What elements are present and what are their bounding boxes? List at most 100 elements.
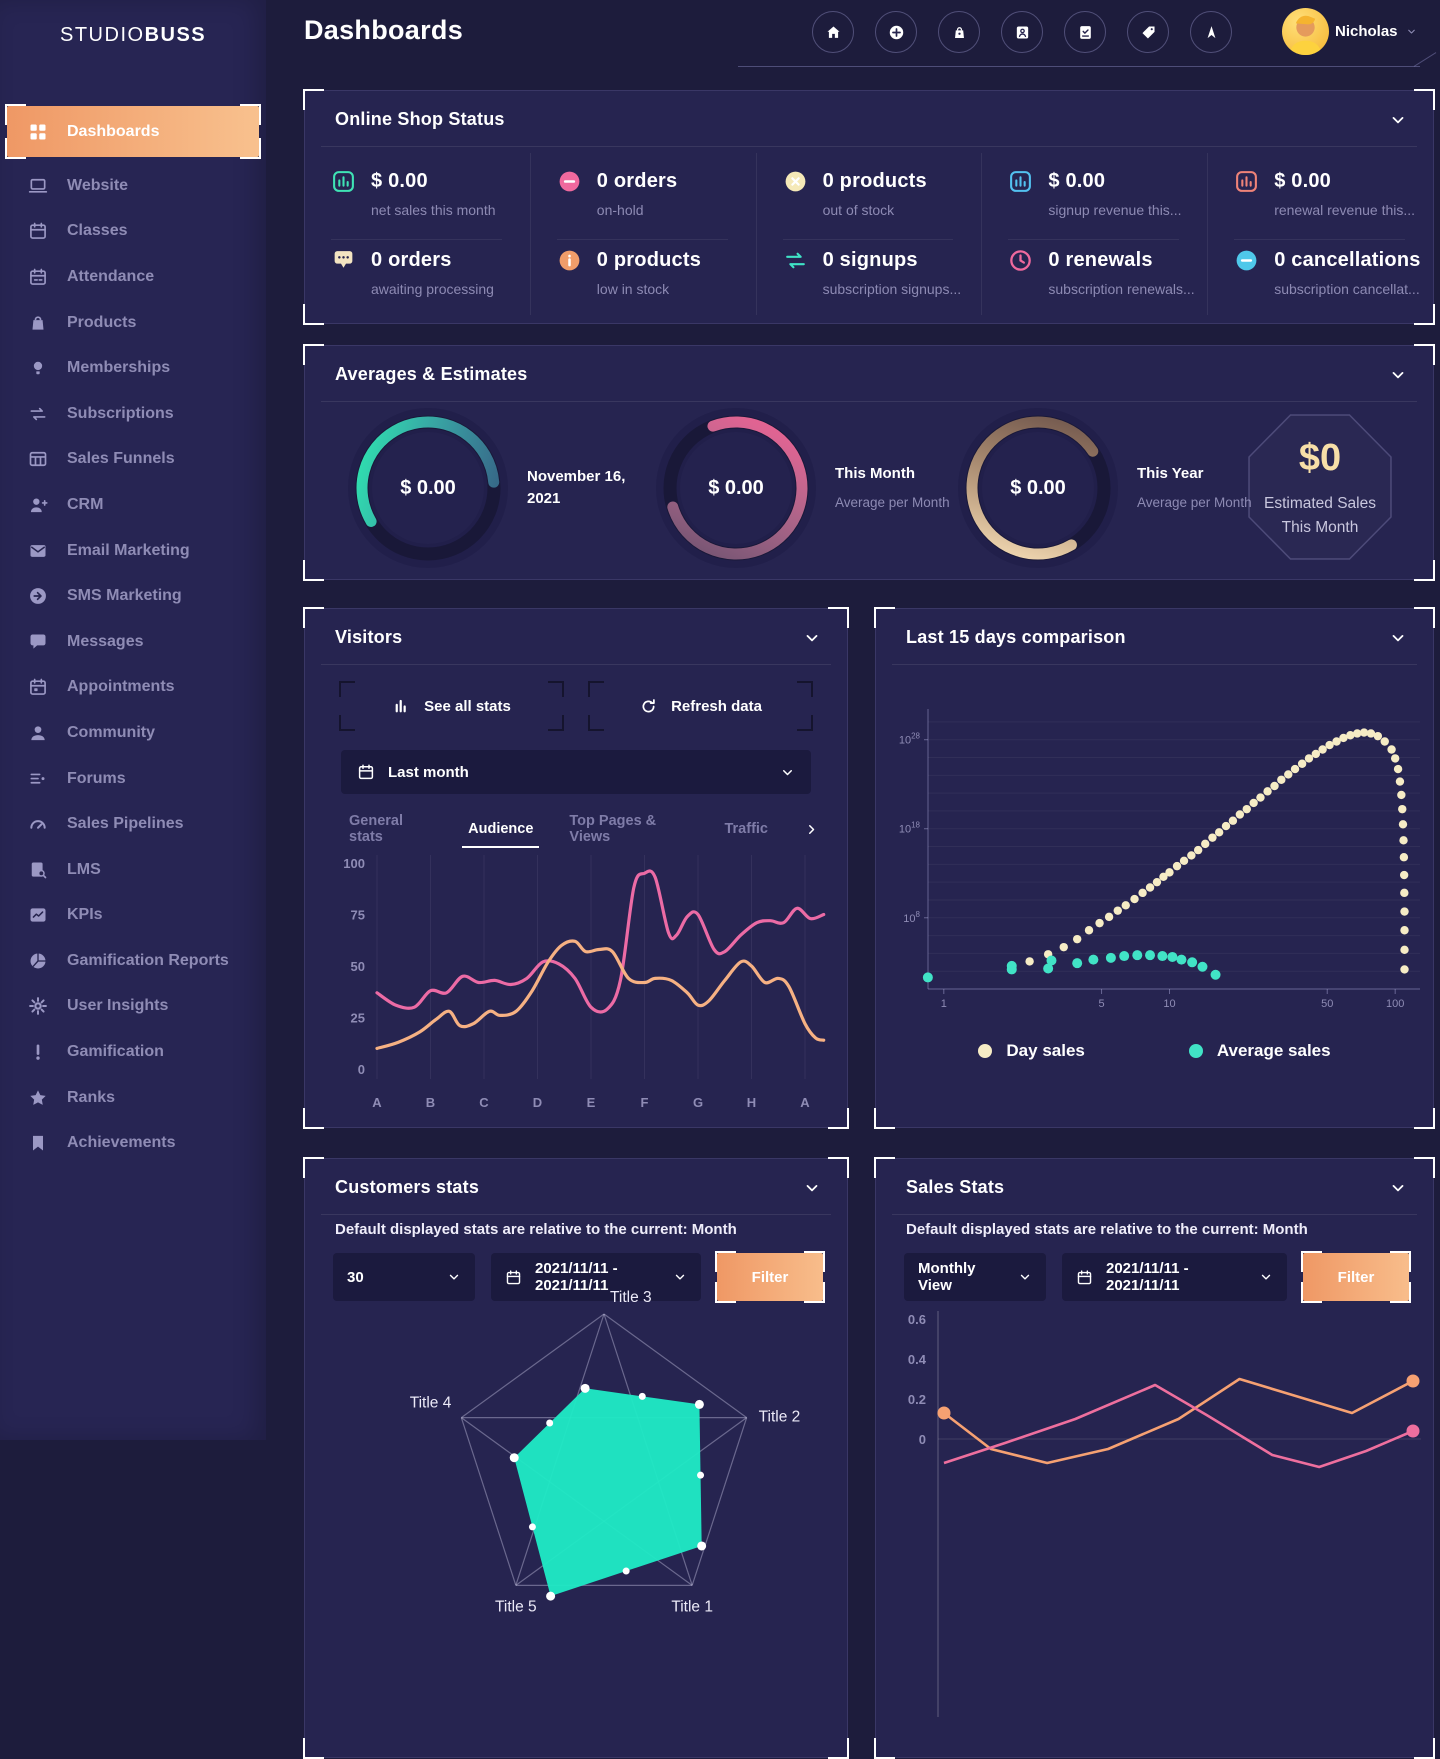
shop-status-column: 0 orders on-hold 0 products low in stock — [529, 153, 756, 315]
sidebar-item-community[interactable]: Community — [0, 710, 266, 756]
visitors-tabs: General stats Audience Top Pages & Views Tr… — [349, 813, 819, 856]
collapse-card-button[interactable] — [1389, 111, 1407, 129]
divider — [782, 239, 954, 240]
count-select[interactable]: 30 — [333, 1253, 475, 1301]
avatar[interactable] — [1282, 8, 1329, 55]
corner-bracket — [5, 104, 26, 125]
sidebar-item-achievements[interactable]: Achievements — [0, 1120, 266, 1166]
collapse-card-button[interactable] — [1389, 366, 1407, 384]
stat-value: 0 orders — [371, 249, 452, 271]
book-search-icon — [28, 860, 48, 880]
sidebar-item-label: SMS Marketing — [67, 587, 182, 605]
date-range-picker[interactable]: 2021/11/11 - 2021/11/11 — [1062, 1253, 1287, 1301]
svg-text:C: C — [479, 1095, 489, 1110]
orders-button[interactable] — [938, 11, 980, 53]
estimated-sales-value: $0 — [1298, 437, 1342, 479]
corner-bracket — [588, 681, 604, 697]
boxchart-icon — [1234, 169, 1259, 194]
sidebar-item-gamification-reports[interactable]: Gamification Reports — [0, 938, 266, 984]
period-select[interactable]: Last month — [341, 750, 811, 794]
stat-cell: $ 0.00 signup revenue this... — [1008, 161, 1197, 237]
legend-item-day-sales: Day sales — [978, 1041, 1085, 1061]
sidebar-item-crm[interactable]: CRM — [0, 482, 266, 528]
sidebar-item-classes[interactable]: Classes — [0, 209, 266, 255]
customers-radar-chart: Title 1 Title 2 Title 3 Title 4 Title 5 — [410, 1289, 801, 1615]
bubble-icon — [331, 248, 356, 273]
stat-value: $ 0.00 — [1048, 170, 1106, 192]
collapse-card-button[interactable] — [803, 1179, 821, 1197]
tab-top-pages-views[interactable]: Top Pages & Views — [569, 813, 657, 845]
sidebar-item-appointments[interactable]: Appointments — [0, 665, 266, 711]
see-all-stats-button[interactable]: See all stats — [339, 681, 564, 731]
sidebar-item-sales-pipelines[interactable]: Sales Pipelines — [0, 801, 266, 847]
svg-text:100: 100 — [343, 856, 365, 871]
bag-icon — [28, 313, 48, 333]
sidebar-item-website[interactable]: Website — [0, 163, 266, 209]
estimated-sales-label: Estimated Sales This Month — [1240, 492, 1400, 540]
collapse-card-button[interactable] — [803, 629, 821, 647]
stat-value-row: 0 products — [557, 248, 746, 273]
sidebar-nav: Dashboards Website Classes Attendance Produc… — [0, 104, 266, 1166]
sidebar-item-attendance[interactable]: Attendance — [0, 254, 266, 300]
date-range-picker[interactable]: 2021/11/11 - 2021/11/11 — [491, 1253, 701, 1301]
stat-value-row: 0 signups — [783, 248, 972, 273]
sidebar-item-email-marketing[interactable]: Email Marketing — [0, 528, 266, 574]
date-range-value: 2021/11/11 - 2021/11/11 — [1106, 1260, 1189, 1294]
button-label: Refresh data — [671, 697, 762, 715]
contacts-button[interactable] — [1001, 11, 1043, 53]
stat-label: low in stock — [596, 281, 670, 297]
main-content: Dashboards Nicholas Online Shop Status $… — [266, 0, 1440, 1759]
divider — [556, 239, 728, 240]
corner-bracket — [1414, 1738, 1435, 1759]
svg-text:75: 75 — [351, 908, 365, 923]
svg-text:D: D — [533, 1095, 542, 1110]
tab-traffic[interactable]: Traffic — [724, 821, 768, 837]
navigate-button[interactable] — [1190, 11, 1232, 53]
stat-cell: 0 renewals subscription renewals... — [1008, 240, 1197, 316]
sidebar-item-gamification[interactable]: Gamification — [0, 1029, 266, 1075]
svg-text:G: G — [693, 1095, 703, 1110]
svg-text:B: B — [426, 1095, 435, 1110]
svg-text:H: H — [747, 1095, 756, 1110]
sidebar-item-label: User Insights — [67, 997, 169, 1015]
calendar-check-icon — [28, 267, 48, 287]
chevron-down-icon — [1259, 1270, 1273, 1284]
tab-general-stats[interactable]: General stats — [349, 813, 403, 845]
sidebar-item-kpis[interactable]: KPIs — [0, 893, 266, 939]
divider — [1234, 239, 1405, 240]
sidebar-item-lms[interactable]: LMS — [0, 847, 266, 893]
add-button[interactable] — [875, 11, 917, 53]
tags-button[interactable] — [1127, 11, 1169, 53]
chevron-right-icon[interactable] — [804, 822, 819, 837]
sidebar-item-subscriptions[interactable]: Subscriptions — [0, 391, 266, 437]
sidebar-item-messages[interactable]: Messages — [0, 619, 266, 665]
sidebar-item-memberships[interactable]: Memberships — [0, 345, 266, 391]
sidebar-item-user-insights[interactable]: User Insights — [0, 984, 266, 1030]
sidebar-item-sms-marketing[interactable]: SMS Marketing — [0, 573, 266, 619]
view-select[interactable]: Monthly View — [904, 1253, 1046, 1301]
calendar-icon — [505, 1269, 522, 1286]
sidebar-item-sales-funnels[interactable]: Sales Funnels — [0, 437, 266, 483]
tab-audience[interactable]: Audience — [462, 821, 540, 848]
svg-text:0.6: 0.6 — [908, 1312, 926, 1327]
sidebar-item-forums[interactable]: Forums — [0, 756, 266, 802]
home-button[interactable] — [812, 11, 854, 53]
corner-bracket — [548, 715, 564, 731]
tasks-button[interactable] — [1064, 11, 1106, 53]
sidebar-item-label: Dashboards — [67, 122, 160, 140]
x-circle-icon — [783, 169, 808, 194]
filter-button[interactable]: Filter — [1301, 1251, 1411, 1303]
refresh-data-button[interactable]: Refresh data — [588, 681, 813, 731]
collapse-card-button[interactable] — [1389, 1179, 1407, 1197]
sidebar-item-products[interactable]: Products — [0, 300, 266, 346]
chevron-down-icon — [447, 1270, 461, 1284]
clock-icon — [1008, 248, 1033, 273]
id-card-icon — [1014, 24, 1031, 41]
sidebar-item-ranks[interactable]: Ranks — [0, 1075, 266, 1121]
stat-value: $ 0.00 — [1274, 170, 1331, 192]
plus-circle-icon — [888, 24, 905, 41]
user-menu[interactable]: Nicholas — [1335, 23, 1417, 40]
collapse-card-button[interactable] — [1389, 629, 1407, 647]
sidebar-item-dashboards[interactable]: Dashboards — [5, 104, 261, 159]
stat-value: 0 signups — [822, 249, 918, 271]
